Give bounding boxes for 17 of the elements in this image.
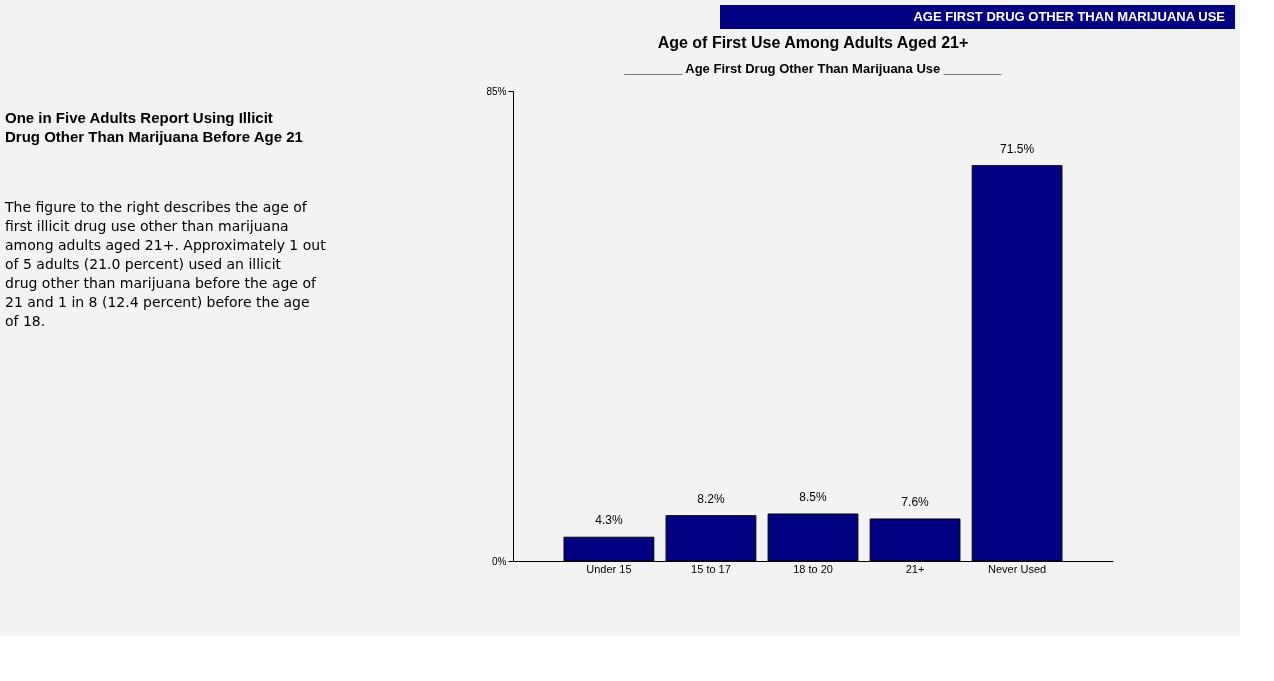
data-label: 7.6% <box>901 494 930 509</box>
data-label: 4.3% <box>595 513 623 528</box>
data-label: 8.5% <box>799 490 827 504</box>
data-label: 71.5% <box>1000 141 1035 156</box>
x-tick-label: 21+ <box>905 562 925 575</box>
text: One in Five Adults Report Using Illicit Drug Other Than Marijuana Before Age 21 <box>5 109 303 145</box>
x-tick-label: 15 to 17 <box>691 562 731 575</box>
y-tick-label: 0% <box>492 555 507 567</box>
text: The figure to the right describes the age of first illicit drug use other than marijuana among adults aged 21+. Approximately 1 out of 5 adults (21.0 percent) used an illicit drug other than marijuana before the age of 21 and 1 in 8 (12.4 percent) before the age of 18. <box>4 199 327 329</box>
x-tick-label: Never Used <box>988 562 1047 575</box>
data-label: 8.2% <box>697 491 725 506</box>
x-tick-label: Under 15 <box>586 562 632 575</box>
chart-title: Age of First Use Among Adults Aged 21+ <box>657 34 969 51</box>
x-tick-label: 18 to 20 <box>793 562 833 575</box>
chart-subtitle: ________ Age First Drug Other Than Marijuana Use ________ <box>623 61 1003 76</box>
text: AGE FIRST DRUG OTHER THAN MARIJUANA USE <box>913 9 1226 24</box>
y-tick-label: 85% <box>486 85 507 97</box>
